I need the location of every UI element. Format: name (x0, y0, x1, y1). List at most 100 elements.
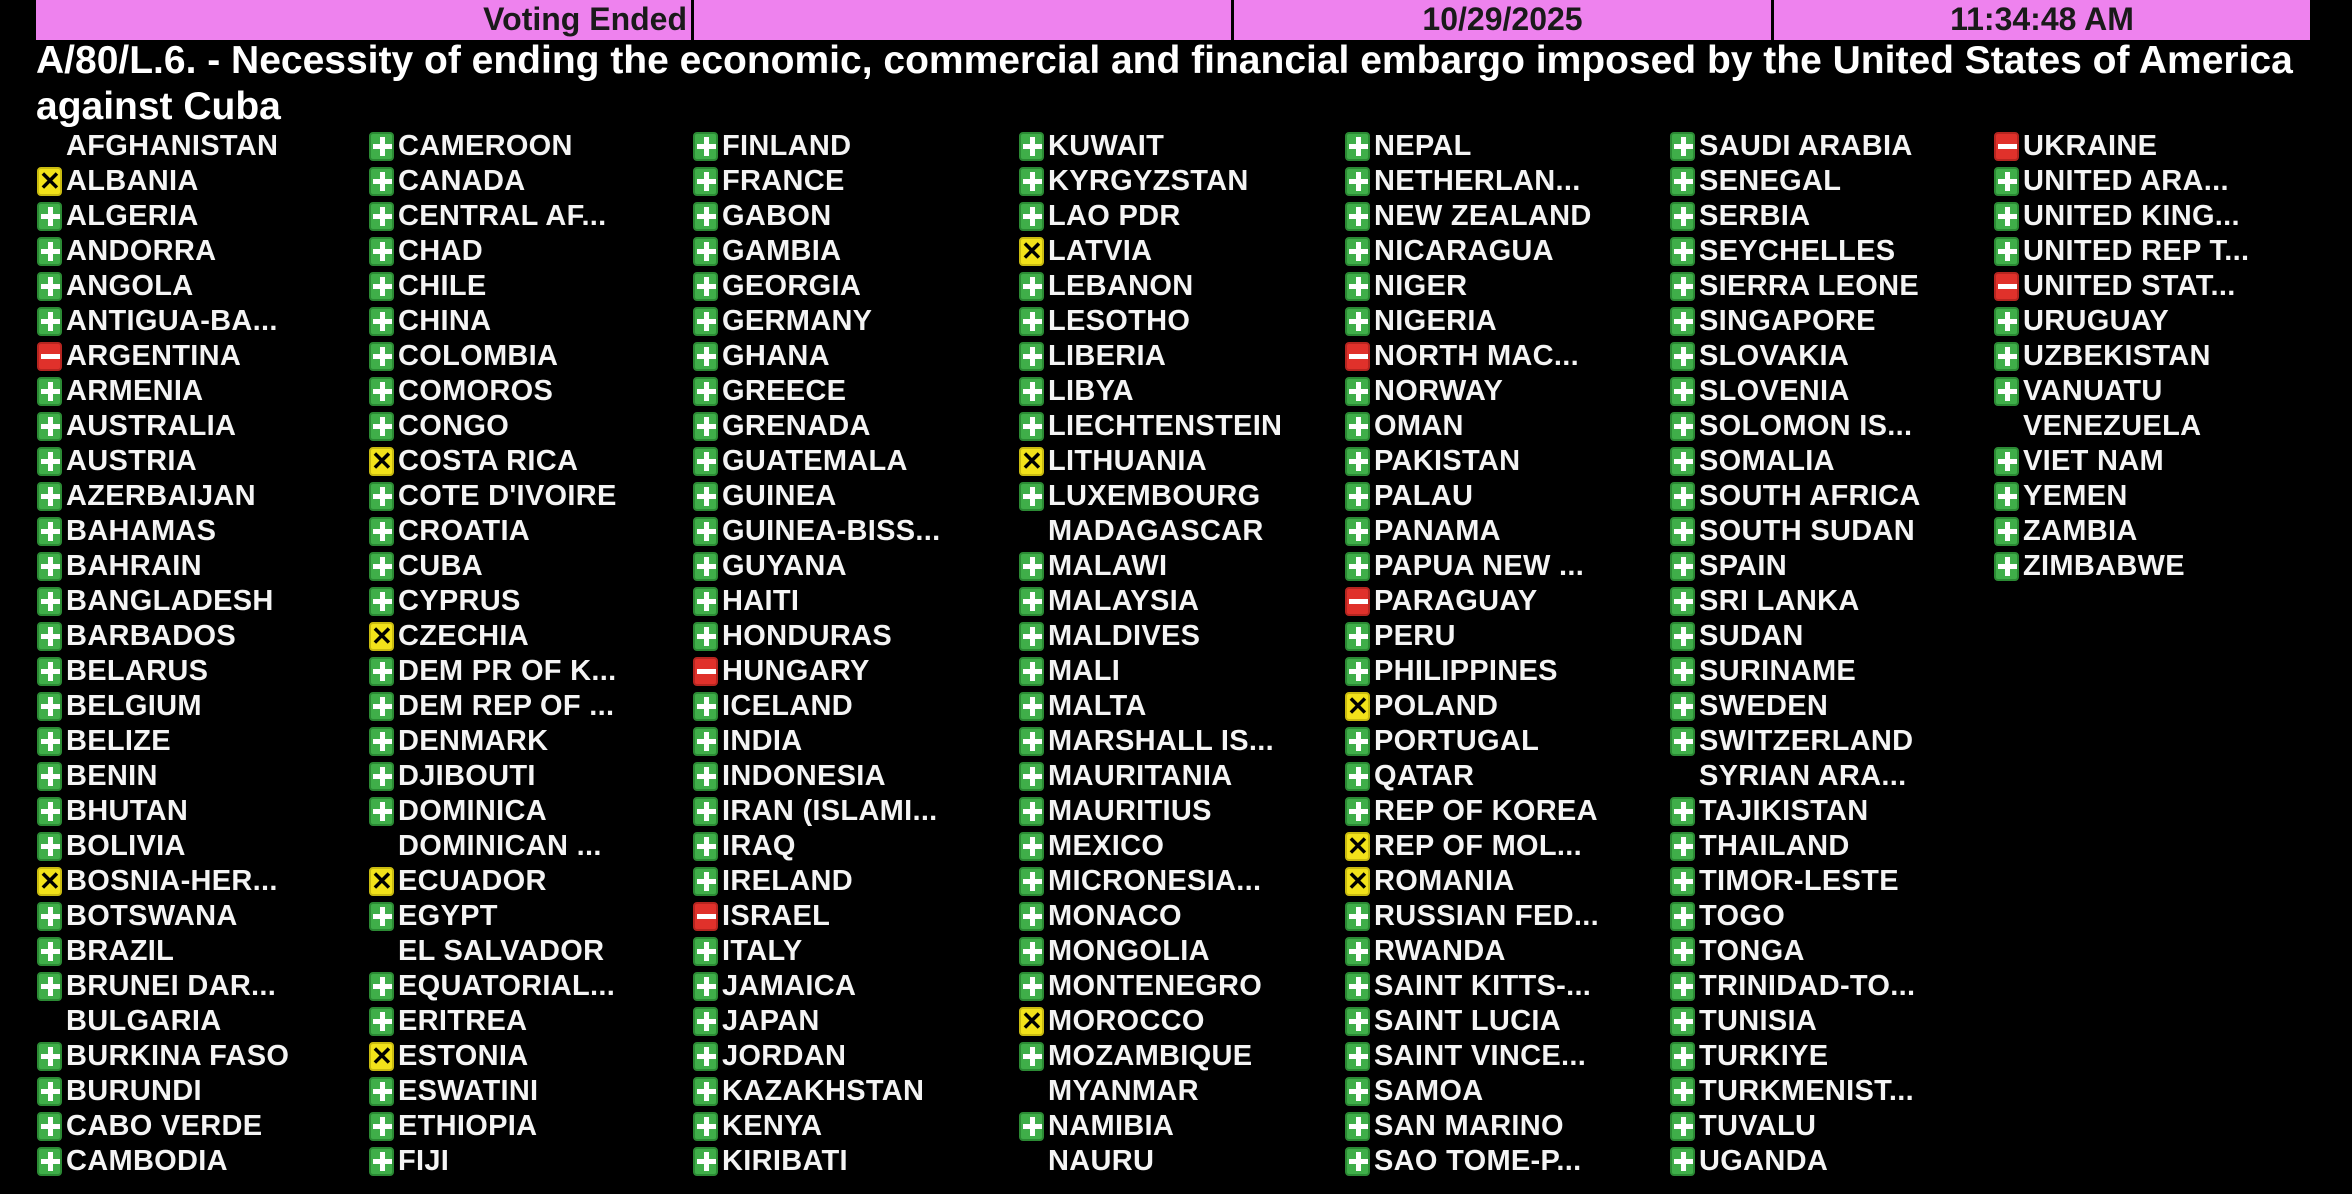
country-vote-row: SAMOA (1345, 1074, 1599, 1109)
country-vote-row: SAINT KITTS-... (1345, 969, 1599, 1004)
country-vote-row: TUNISIA (1670, 1004, 1921, 1039)
plus-icon (1345, 552, 1370, 581)
country-vote-row: SURINAME (1670, 654, 1921, 689)
country-vote-row: MYANMAR (1019, 1074, 1282, 1109)
country-vote-row: BHUTAN (37, 794, 289, 829)
plus-icon (369, 517, 394, 546)
plus-icon (1670, 727, 1695, 756)
country-vote-row: ETHIOPIA (369, 1109, 617, 1144)
country-vote-row: LIBERIA (1019, 339, 1282, 374)
country-name: LUXEMBOURG (1048, 480, 1261, 512)
plus-icon (1670, 1112, 1695, 1141)
plus-icon (693, 377, 718, 406)
country-name: ANGOLA (66, 270, 194, 302)
country-name: HONDURAS (722, 620, 892, 652)
plus-icon (1345, 762, 1370, 791)
country-name: LAO PDR (1048, 200, 1181, 232)
plus-icon (37, 552, 62, 581)
country-name: KAZAKHSTAN (722, 1075, 925, 1107)
plus-icon (369, 657, 394, 686)
plus-icon (693, 622, 718, 651)
country-name: CYPRUS (398, 585, 521, 617)
x-icon: ✕ (369, 446, 394, 476)
plus-icon (1670, 272, 1695, 301)
country-name: TURKIYE (1699, 1040, 1829, 1072)
x-icon: ✕ (1019, 236, 1044, 266)
country-name: FINLAND (722, 130, 852, 162)
plus-icon (693, 1077, 718, 1106)
country-vote-row: KAZAKHSTAN (693, 1074, 941, 1109)
country-name: BAHRAIN (66, 550, 202, 582)
country-vote-row: CUBA (369, 549, 617, 584)
country-vote-row: SAO TOME-P... (1345, 1144, 1599, 1179)
country-name: TOGO (1699, 900, 1786, 932)
country-name: COMOROS (398, 375, 554, 407)
country-name: JAMAICA (722, 970, 857, 1002)
country-vote-row: IRAN (ISLAMI... (693, 794, 941, 829)
plus-icon (1345, 132, 1370, 161)
country-name: AFGHANISTAN (66, 130, 279, 162)
country-name: BHUTAN (66, 795, 189, 827)
plus-icon (1994, 237, 2019, 266)
country-name: NETHERLAN... (1374, 165, 1581, 197)
country-vote-row: KUWAIT (1019, 129, 1282, 164)
country-name: AUSTRIA (66, 445, 197, 477)
country-name: ESTONIA (398, 1040, 529, 1072)
country-vote-row: GUINEA (693, 479, 941, 514)
country-vote-row: CHINA (369, 304, 617, 339)
country-vote-row: EGYPT (369, 899, 617, 934)
plus-icon (37, 307, 62, 336)
country-name: LIECHTENSTEIN (1048, 410, 1283, 442)
no-vote-icon (369, 832, 394, 861)
country-vote-row: MALAYSIA (1019, 584, 1282, 619)
plus-icon (1345, 1077, 1370, 1106)
country-vote-row: SIERRA LEONE (1670, 269, 1921, 304)
country-name: NIGER (1374, 270, 1468, 302)
country-vote-row: SOMALIA (1670, 444, 1921, 479)
plus-icon (693, 797, 718, 826)
country-name: SEYCHELLES (1699, 235, 1896, 267)
plus-icon (369, 1147, 394, 1176)
country-name: ERITREA (398, 1005, 528, 1037)
x-icon: ✕ (1345, 831, 1370, 861)
country-vote-row: PALAU (1345, 479, 1599, 514)
country-vote-row: LAO PDR (1019, 199, 1282, 234)
country-vote-row: PERU (1345, 619, 1599, 654)
plus-icon (37, 762, 62, 791)
country-vote-row: BURKINA FASO (37, 1039, 289, 1074)
country-vote-row: NAMIBIA (1019, 1109, 1282, 1144)
plus-icon (1345, 517, 1370, 546)
country-name: UNITED ARA... (2023, 165, 2229, 197)
plus-icon (693, 762, 718, 791)
country-vote-row: NETHERLAN... (1345, 164, 1599, 199)
plus-icon (1019, 342, 1044, 371)
country-name: BURKINA FASO (66, 1040, 290, 1072)
country-vote-row: VIET NAM (1994, 444, 2249, 479)
plus-icon (1019, 937, 1044, 966)
minus-icon (1994, 132, 2019, 161)
country-vote-row: SAINT LUCIA (1345, 1004, 1599, 1039)
country-vote-row: CAMEROON (369, 129, 617, 164)
country-name: BELGIUM (66, 690, 202, 722)
country-vote-row: MONACO (1019, 899, 1282, 934)
country-vote-row: MALTA (1019, 689, 1282, 724)
country-vote-row: MALAWI (1019, 549, 1282, 584)
country-name: CUBA (398, 550, 483, 582)
plus-icon (369, 272, 394, 301)
country-vote-row: ANTIGUA-BA... (37, 304, 289, 339)
country-name: SLOVENIA (1699, 375, 1850, 407)
country-name: SOLOMON IS... (1699, 410, 1913, 442)
plus-icon (693, 132, 718, 161)
country-name: KIRIBATI (722, 1145, 848, 1177)
plus-icon (369, 797, 394, 826)
plus-icon (1345, 447, 1370, 476)
country-name: ZAMBIA (2023, 515, 2138, 547)
country-vote-row: ZIMBABWE (1994, 549, 2249, 584)
country-vote-row: LESOTHO (1019, 304, 1282, 339)
country-vote-row: MOZAMBIQUE (1019, 1039, 1282, 1074)
plus-icon (1019, 972, 1044, 1001)
country-vote-row: SUDAN (1670, 619, 1921, 654)
country-name: VENEZUELA (2023, 410, 2202, 442)
country-name: MALTA (1048, 690, 1147, 722)
country-name: SAINT LUCIA (1374, 1005, 1561, 1037)
